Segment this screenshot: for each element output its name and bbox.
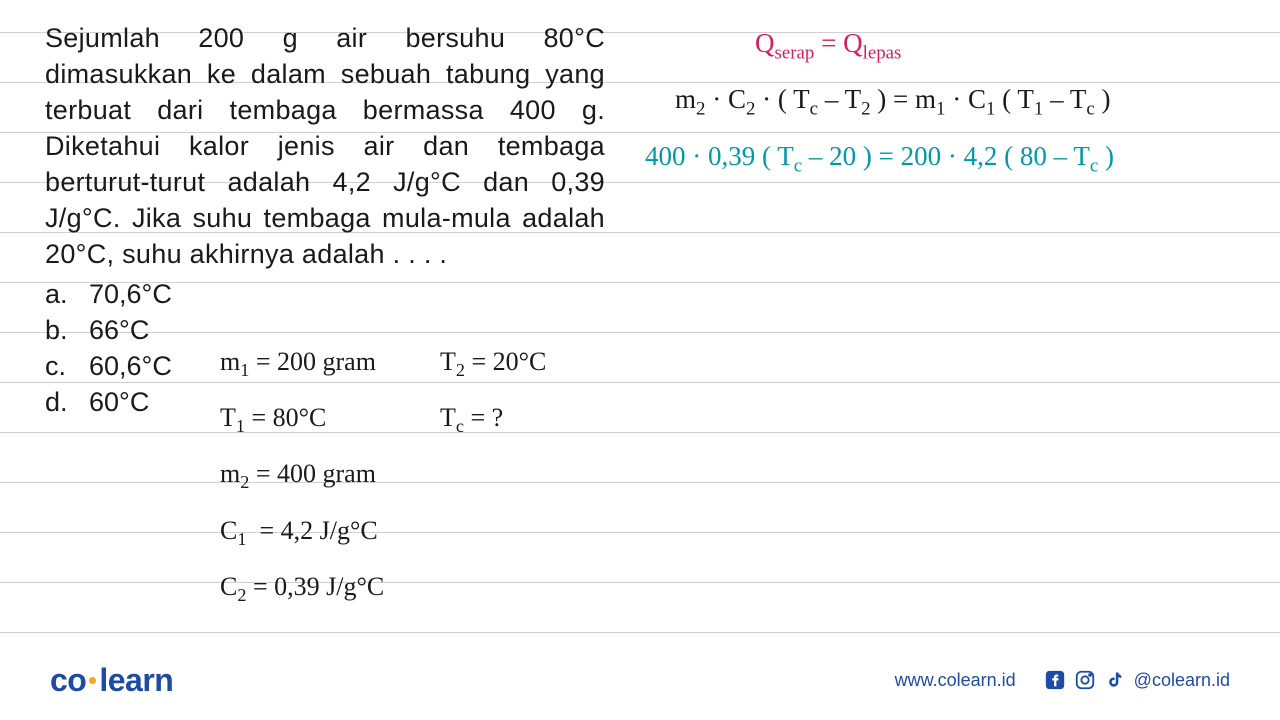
option-value: 60°C [89, 384, 149, 420]
question-text: Sejumlah 200 g air bersuhu 80°C dimasukk… [45, 20, 605, 272]
footer: colearn www.colearn.id @colearn.id [0, 650, 1280, 720]
logo-dot-icon [89, 677, 96, 684]
option-letter: b. [45, 312, 89, 348]
given-m2: m2 = 400 gram [220, 450, 620, 506]
option-value: 70,6°C [89, 276, 172, 312]
instagram-icon [1074, 669, 1096, 691]
social-handle: @colearn.id [1134, 670, 1230, 691]
given-c2: C2 = 0,39 J/g°C [220, 563, 620, 619]
logo-text-left: co [50, 662, 86, 698]
option-letter: c. [45, 348, 89, 384]
given-tc: Tc = ? [440, 394, 640, 450]
option-letter: a. [45, 276, 89, 312]
given-c1: C1 = 4,2 J/g°C [220, 507, 620, 563]
option-value: 60,6°C [89, 348, 172, 384]
tiktok-icon [1104, 669, 1126, 691]
equation-numeric: 400 · 0,39 ( Tc – 20 ) = 200 · 4,2 ( 80 … [645, 133, 1114, 189]
logo-text-right: learn [99, 662, 173, 698]
footer-right: www.colearn.id @colearn.id [895, 669, 1230, 691]
footer-url: www.colearn.id [895, 670, 1016, 691]
given-values-col2: T2 = 20°C Tc = ? [440, 338, 640, 450]
equation-symbolic: m2 · C2 · ( Tc – T2 ) = m1 · C1 ( T1 – T… [645, 76, 1114, 132]
brand-logo: colearn [50, 662, 173, 699]
option-a: a. 70,6°C [45, 276, 605, 312]
facebook-icon [1044, 669, 1066, 691]
given-t2: T2 = 20°C [440, 338, 640, 394]
option-letter: d. [45, 384, 89, 420]
working-area: Qserap = Qlepas m2 · C2 · ( Tc – T2 ) = … [605, 20, 1114, 420]
social-links: @colearn.id [1044, 669, 1230, 691]
equation-principle: Qserap = Qlepas [645, 20, 1114, 76]
option-value: 66°C [89, 312, 149, 348]
